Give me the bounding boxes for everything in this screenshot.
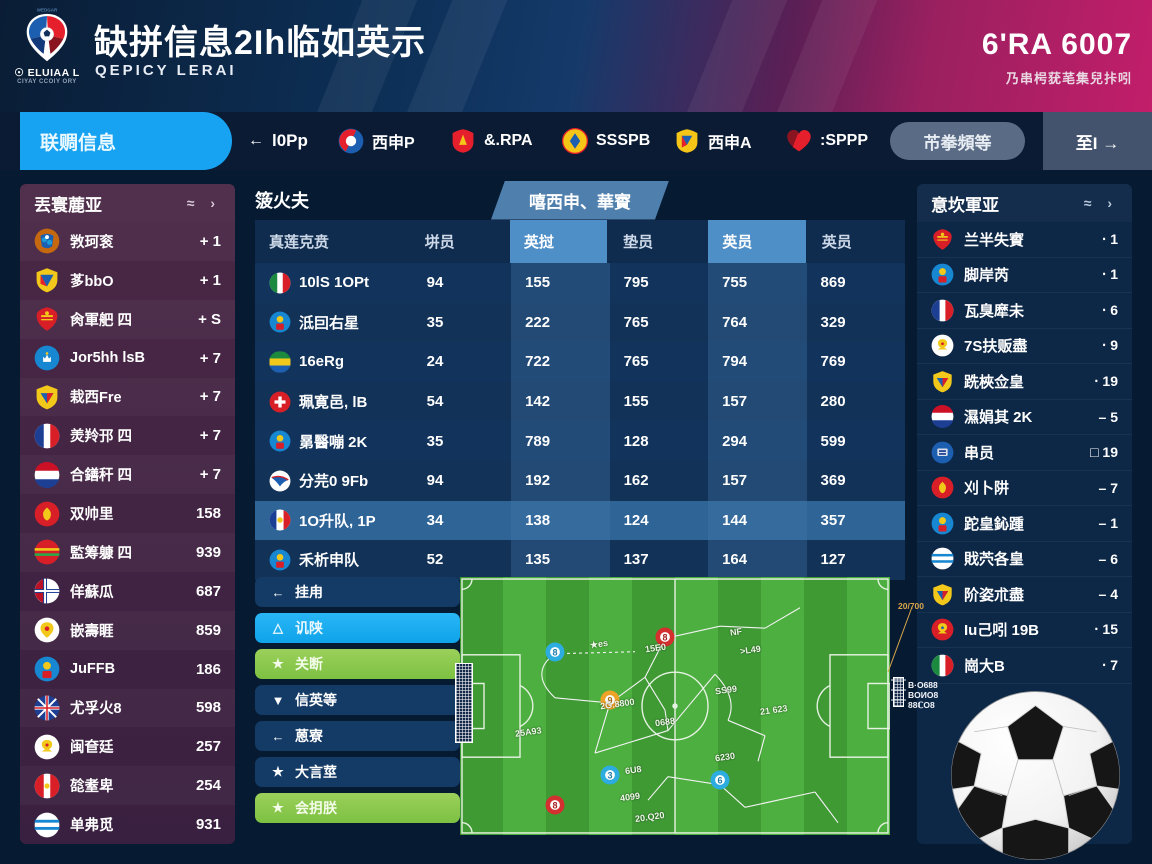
- svg-text:WEDGAR: WEDGAR: [37, 8, 58, 13]
